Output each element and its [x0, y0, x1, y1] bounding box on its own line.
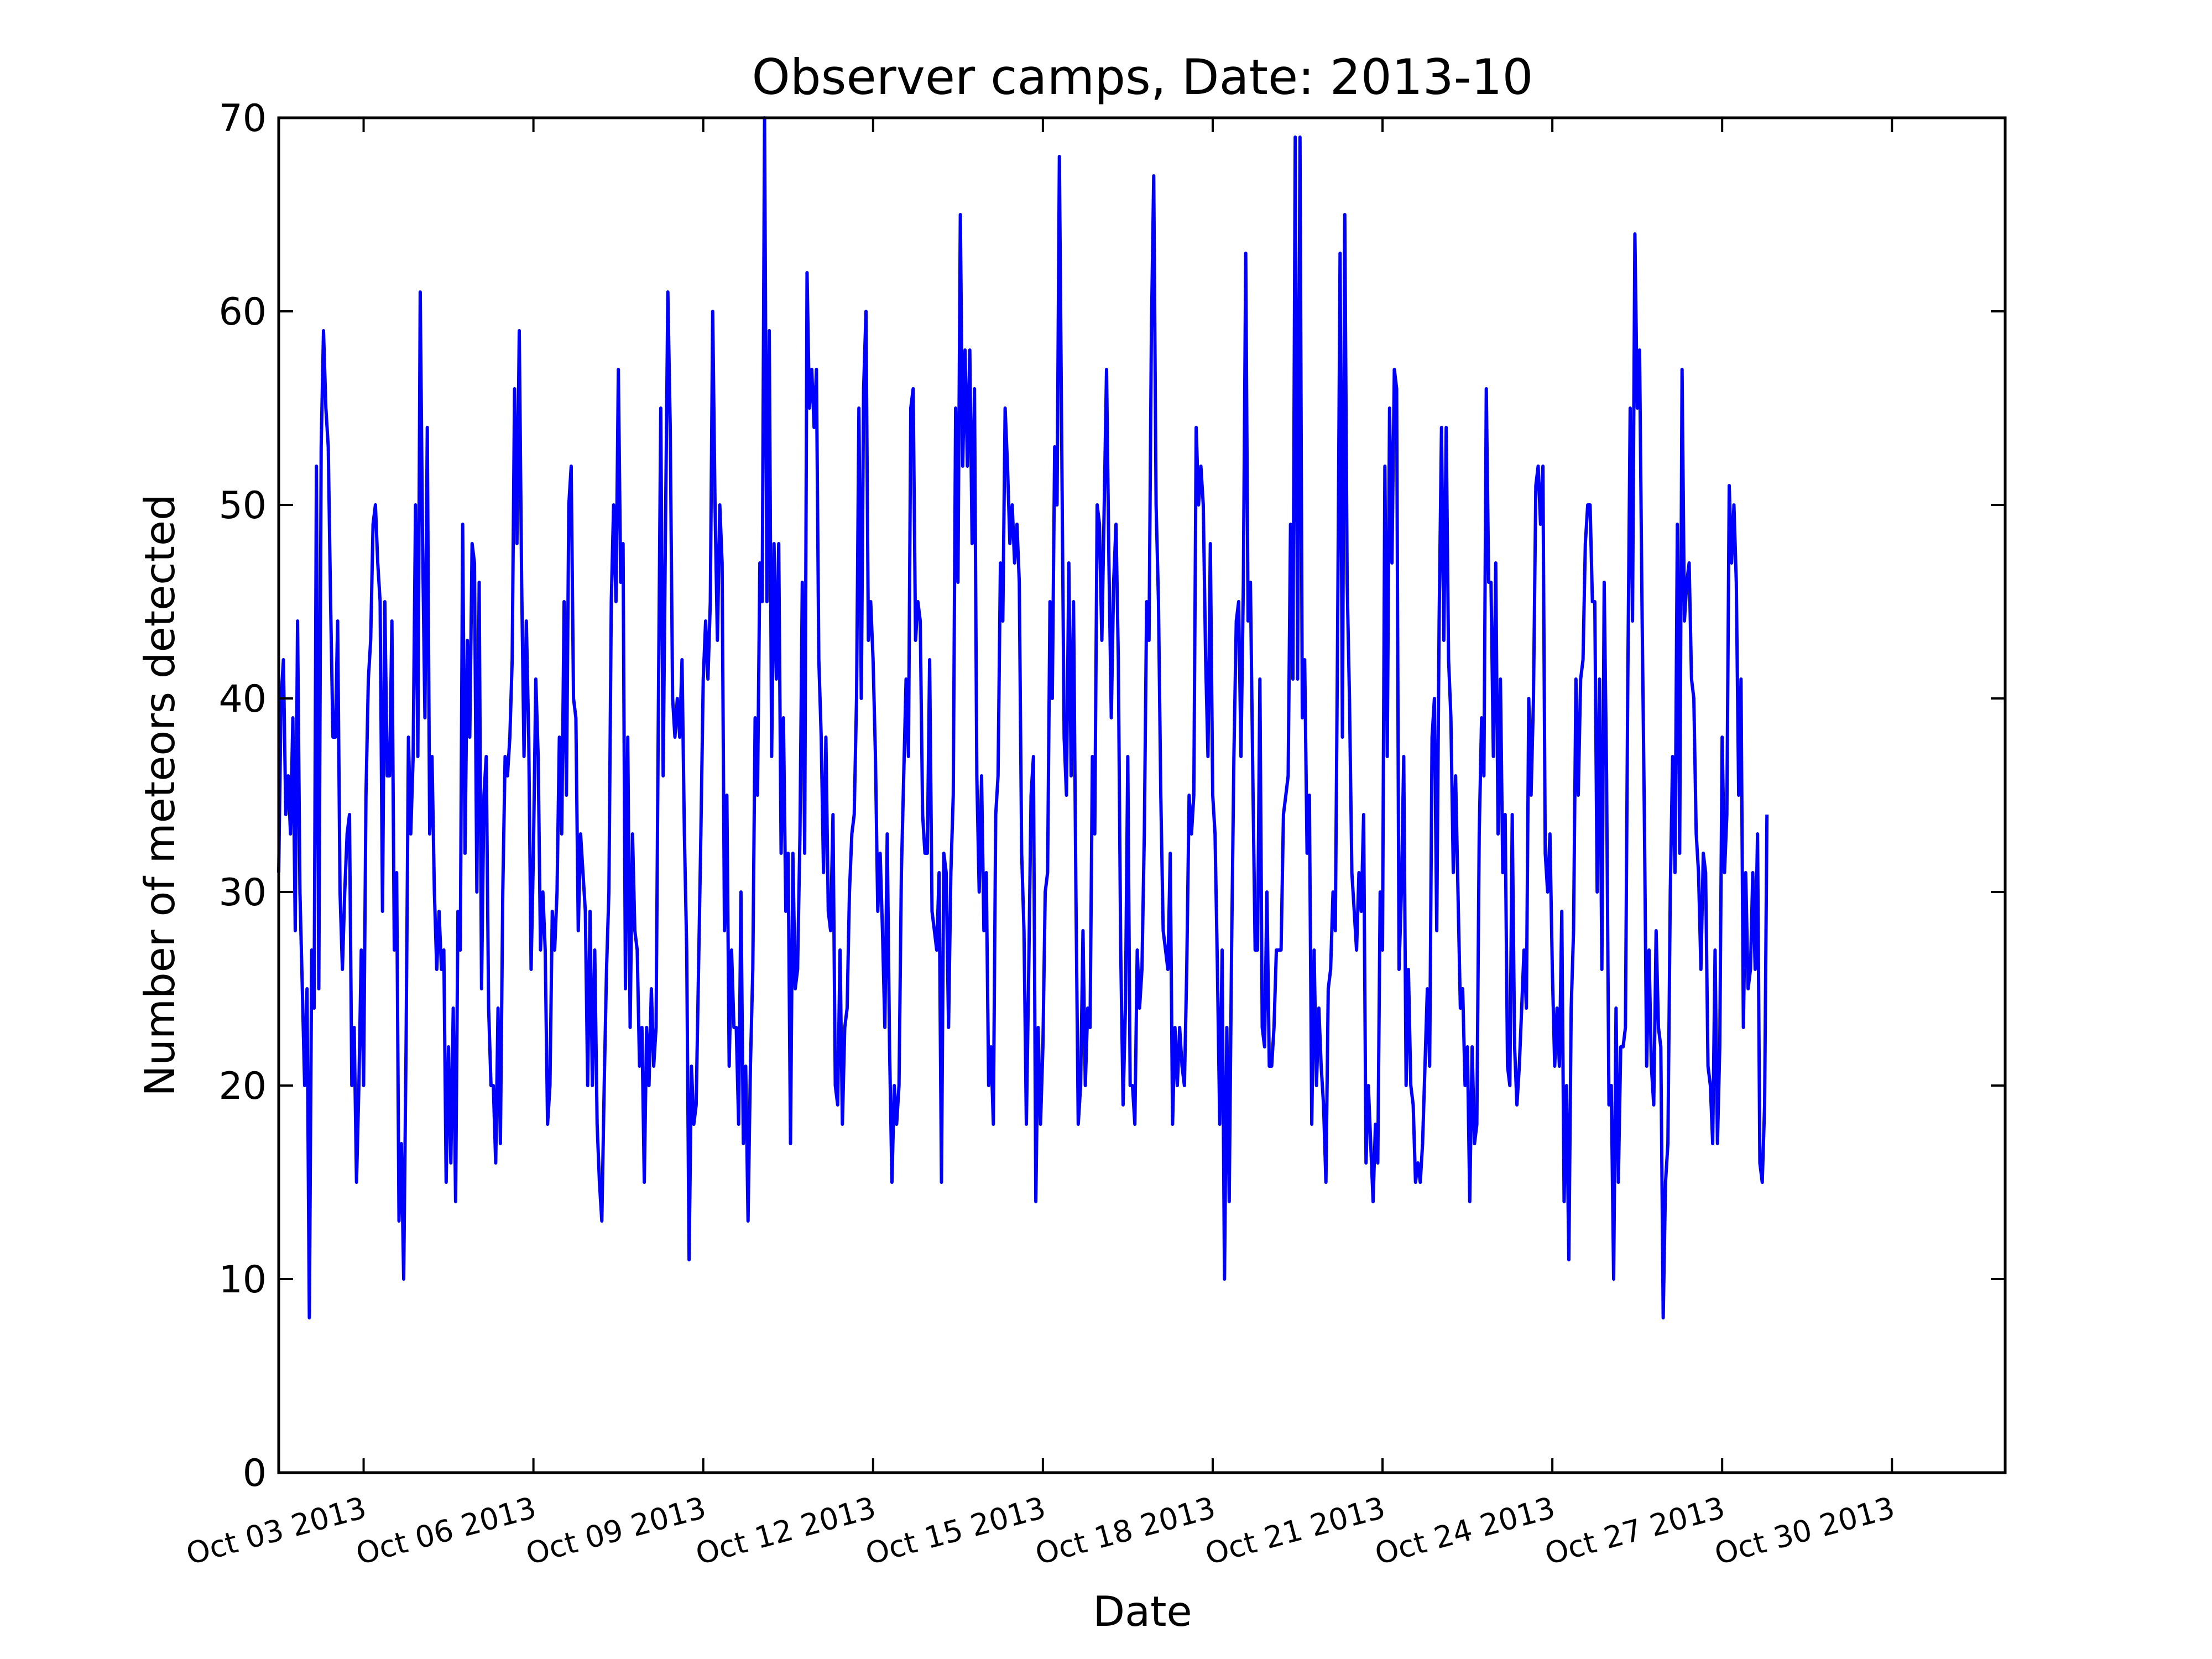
y-axis: 0 10 20 30 40 50 60 70 [218, 97, 2005, 1495]
y-tick-label: 70 [218, 97, 267, 140]
y-tick-label: 20 [218, 1065, 267, 1108]
y-tick-label: 60 [218, 290, 267, 334]
y-axis-label: Number of meteors detected [135, 494, 184, 1096]
chart-title: Observer camps, Date: 2013-10 [752, 49, 1533, 106]
plot-frame [277, 116, 2007, 1474]
series-line [277, 116, 1769, 1319]
y-tick-label: 30 [218, 871, 267, 915]
y-tick-label: 10 [218, 1258, 267, 1302]
y-tick-label: 50 [218, 484, 267, 528]
y-tick-label: 0 [243, 1452, 267, 1495]
plot-area [277, 116, 2007, 1474]
x-axis-label: Date [1093, 1587, 1192, 1636]
y-tick-label: 40 [218, 677, 267, 721]
